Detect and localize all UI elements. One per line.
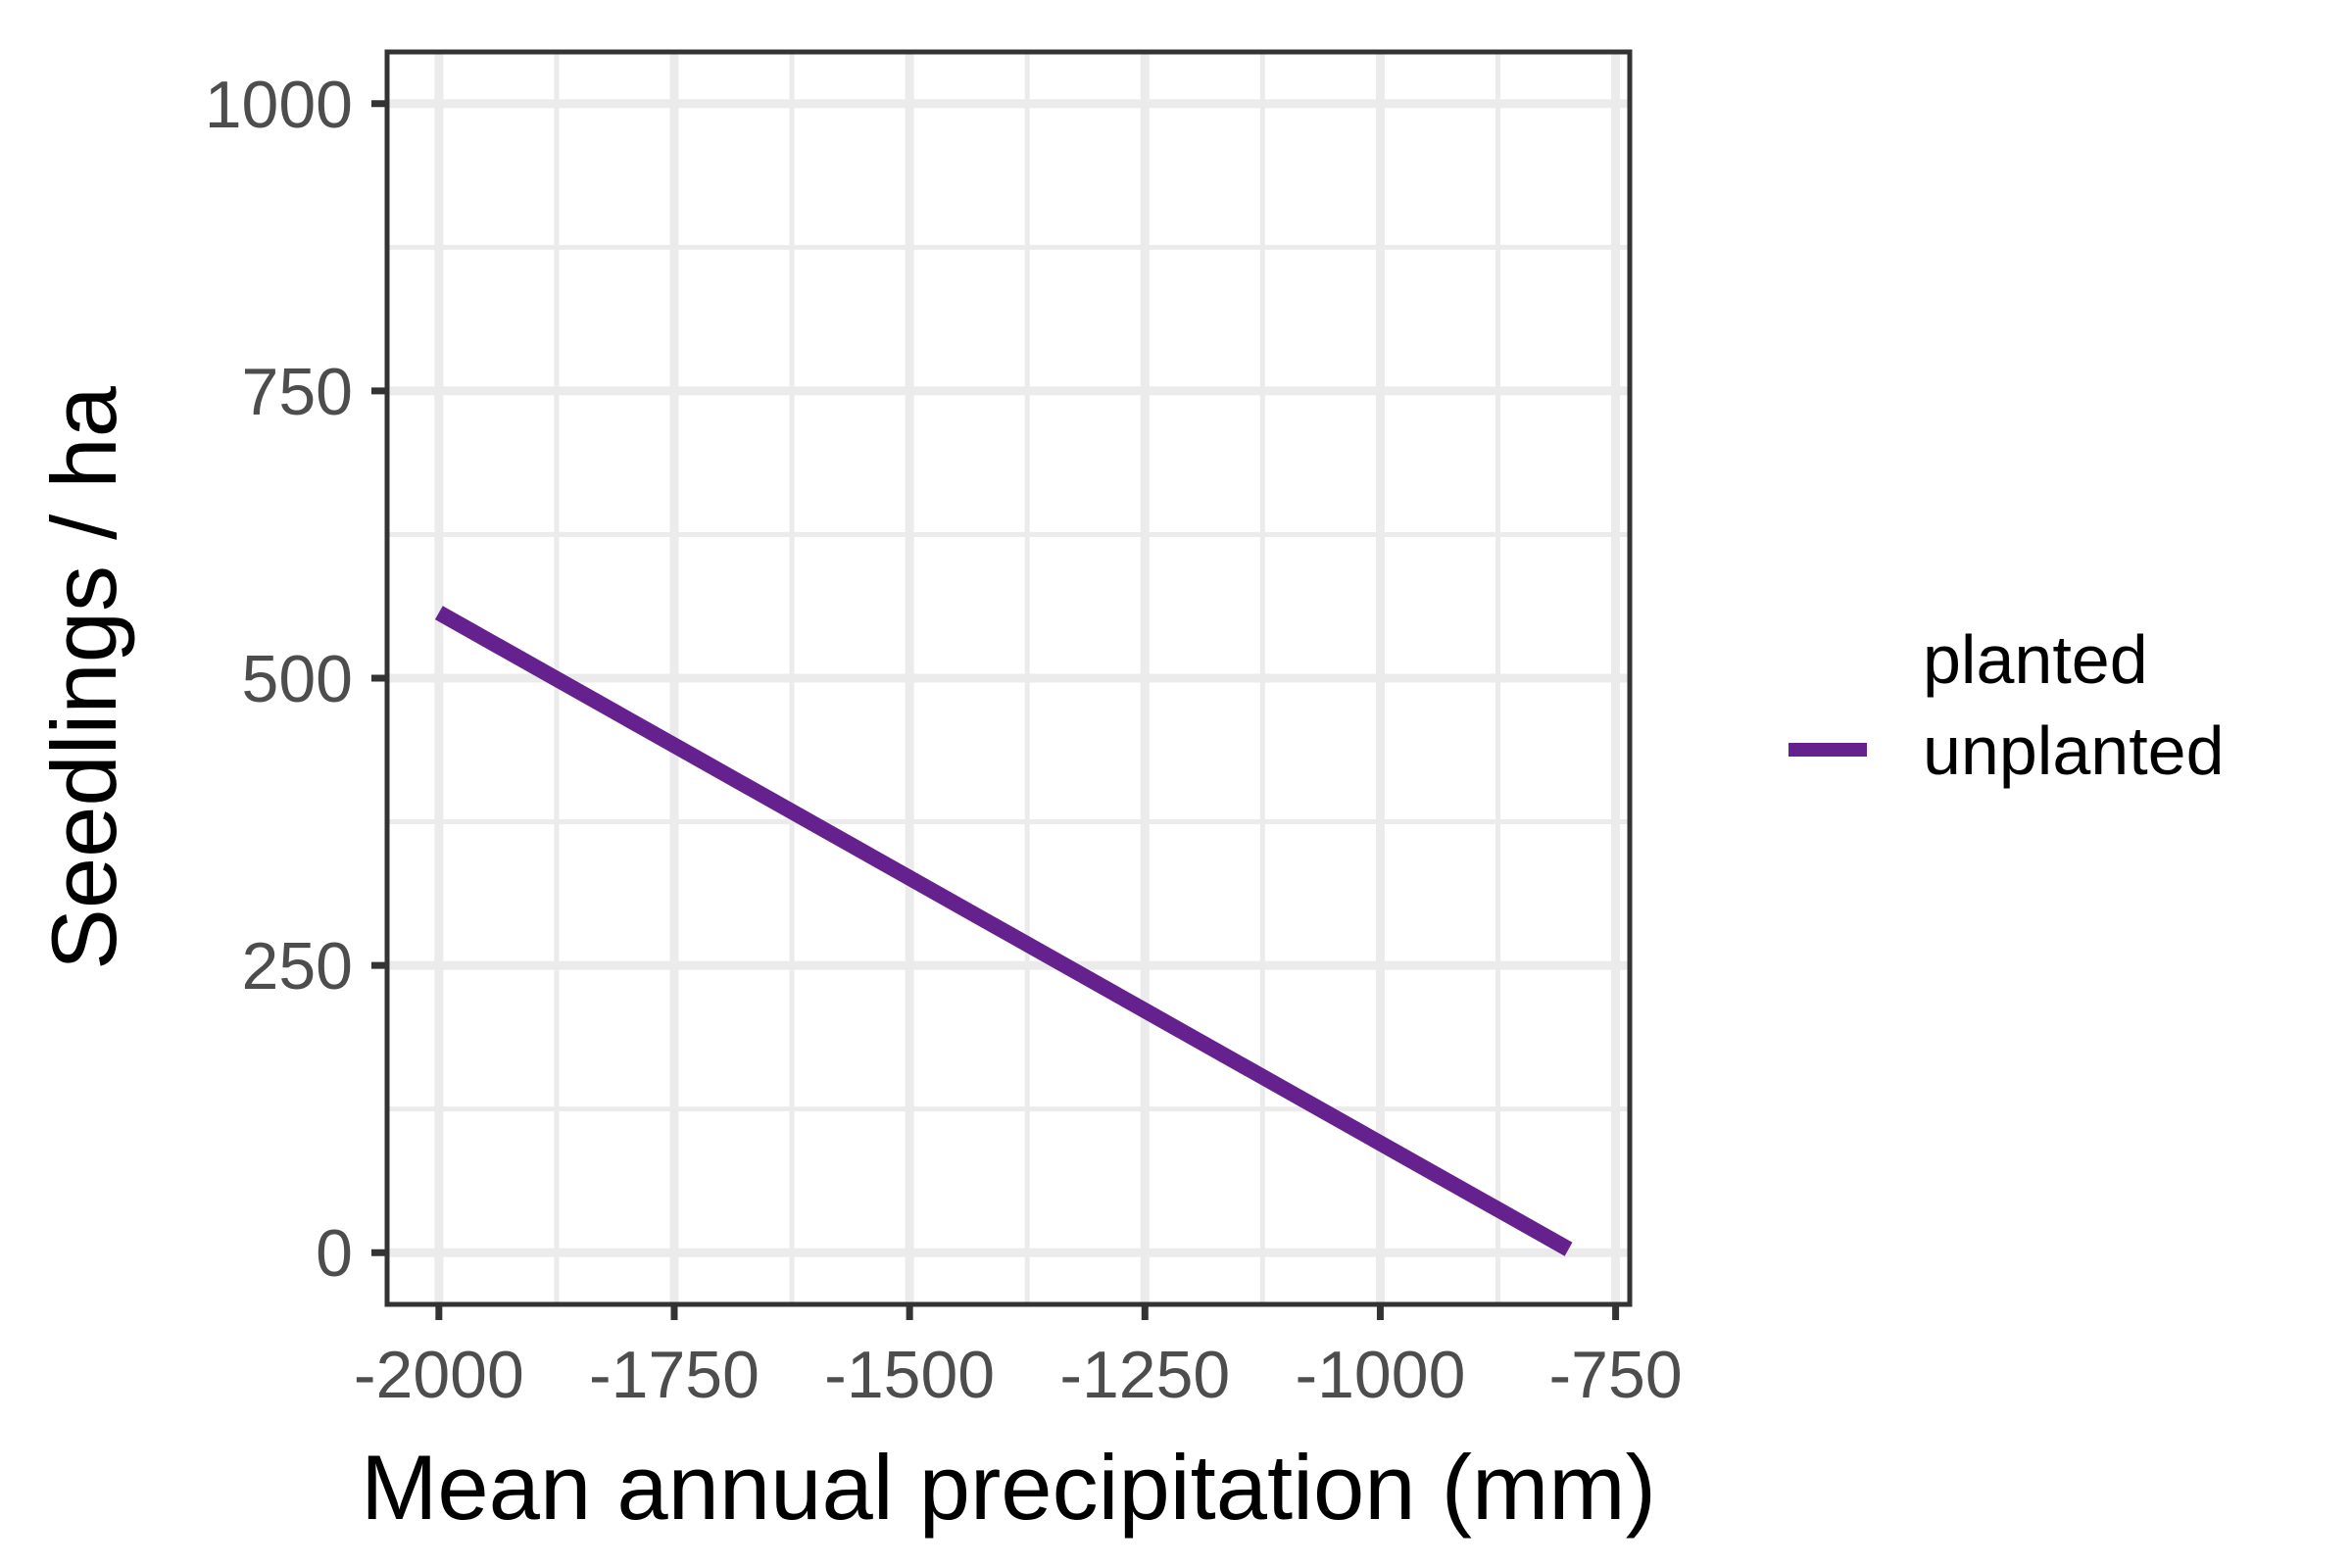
y-tick-label: 1000 — [205, 68, 353, 142]
legend-label-planted: planted — [1923, 621, 2148, 698]
x-tick-label: -1500 — [824, 1338, 995, 1412]
y-tick-label: 250 — [242, 929, 353, 1004]
y-tick-label: 0 — [316, 1216, 353, 1291]
grid — [387, 52, 1630, 1304]
y-tick-label: 750 — [242, 355, 353, 429]
x-tick-label: -2000 — [354, 1338, 524, 1412]
x-tick-label: -1000 — [1295, 1338, 1465, 1412]
x-tick-label: -1750 — [589, 1338, 760, 1412]
x-tick-label: -750 — [1549, 1338, 1683, 1412]
axes: -2000 -1750 -1500 -1250 -1000 -750 0 250 500 750 1… — [205, 68, 1683, 1412]
x-axis-title: Mean annual precipitation (mm) — [361, 1436, 1656, 1539]
x-tick-label: -1250 — [1059, 1338, 1230, 1412]
legend: planted unplanted — [1788, 621, 2225, 789]
y-axis-title: Seedlings / ha — [32, 385, 135, 969]
series-line-unplanted — [434, 606, 1573, 1256]
series-layer — [434, 606, 1573, 1256]
legend-label-unplanted: unplanted — [1923, 712, 2225, 789]
y-tick-label: 500 — [242, 642, 353, 716]
